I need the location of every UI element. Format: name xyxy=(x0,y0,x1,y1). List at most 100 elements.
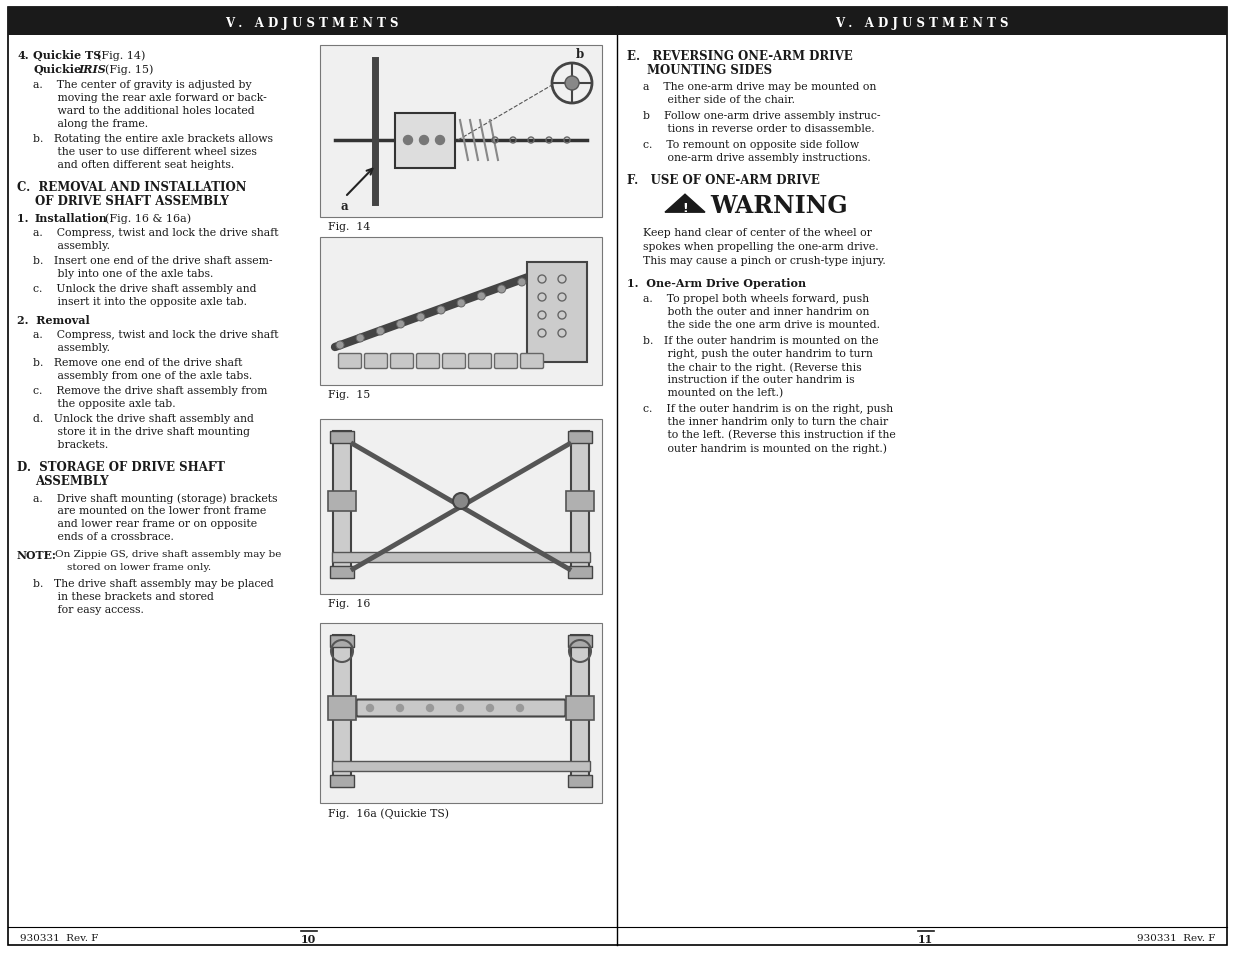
Text: assembly.: assembly. xyxy=(33,343,110,353)
Text: right, push the outer handrim to turn: right, push the outer handrim to turn xyxy=(643,349,873,358)
Text: assembly.: assembly. xyxy=(33,241,110,251)
Circle shape xyxy=(516,705,524,712)
Circle shape xyxy=(498,286,505,294)
Text: Keep hand clear of center of the wheel or: Keep hand clear of center of the wheel o… xyxy=(643,228,872,237)
Text: and lower rear frame or on opposite: and lower rear frame or on opposite xyxy=(33,518,257,529)
Text: D.  STORAGE OF DRIVE SHAFT: D. STORAGE OF DRIVE SHAFT xyxy=(17,460,225,474)
Text: C.  REMOVAL AND INSTALLATION: C. REMOVAL AND INSTALLATION xyxy=(17,181,247,193)
Circle shape xyxy=(367,705,373,712)
Bar xyxy=(330,566,354,578)
Text: in these brackets and stored: in these brackets and stored xyxy=(33,592,214,601)
Circle shape xyxy=(356,335,364,343)
Text: 930331  Rev. F: 930331 Rev. F xyxy=(20,933,99,942)
Text: b.   Rotating the entire axle brackets allows: b. Rotating the entire axle brackets all… xyxy=(33,133,273,144)
Bar xyxy=(618,8,1228,36)
Text: store it in the drive shaft mounting: store it in the drive shaft mounting xyxy=(33,427,249,436)
FancyBboxPatch shape xyxy=(442,355,466,369)
Text: b.   Insert one end of the drive shaft assem-: b. Insert one end of the drive shaft ass… xyxy=(33,255,273,266)
Circle shape xyxy=(457,299,466,308)
Bar xyxy=(329,492,356,512)
Circle shape xyxy=(564,77,579,91)
FancyBboxPatch shape xyxy=(494,355,517,369)
Text: b: b xyxy=(576,48,584,61)
Text: c.    Remove the drive shaft assembly from: c. Remove the drive shaft assembly from xyxy=(33,386,267,395)
Text: This may cause a pinch or crush-type injury.: This may cause a pinch or crush-type inj… xyxy=(643,255,885,266)
Bar xyxy=(329,697,356,720)
Bar xyxy=(568,636,592,647)
Text: a.    Compress, twist and lock the drive shaft: a. Compress, twist and lock the drive sh… xyxy=(33,228,279,237)
Bar xyxy=(330,432,354,443)
Text: are mounted on the lower front frame: are mounted on the lower front frame xyxy=(33,505,267,516)
Text: for easy access.: for easy access. xyxy=(33,604,143,615)
Text: !: ! xyxy=(682,202,688,215)
Bar xyxy=(320,46,601,218)
Text: MOUNTING SIDES: MOUNTING SIDES xyxy=(647,64,772,77)
Text: a.    To propel both wheels forward, push: a. To propel both wheels forward, push xyxy=(643,294,869,304)
Text: bly into one of the axle tabs.: bly into one of the axle tabs. xyxy=(33,269,214,278)
Text: Quickie TS: Quickie TS xyxy=(33,50,101,61)
Circle shape xyxy=(404,136,412,146)
Text: to the left. (Reverse this instruction if the: to the left. (Reverse this instruction i… xyxy=(643,430,895,440)
Text: Fig.  15: Fig. 15 xyxy=(329,390,370,399)
Bar xyxy=(571,636,589,787)
Text: the opposite axle tab.: the opposite axle tab. xyxy=(33,398,175,409)
Text: Installation: Installation xyxy=(35,213,107,224)
Text: b.   Remove one end of the drive shaft: b. Remove one end of the drive shaft xyxy=(33,357,242,368)
Text: along the frame.: along the frame. xyxy=(33,119,148,129)
Circle shape xyxy=(436,136,445,146)
Circle shape xyxy=(396,320,405,329)
Bar xyxy=(330,775,354,787)
Bar xyxy=(571,432,589,578)
Text: WARNING: WARNING xyxy=(710,193,847,218)
Text: one-arm drive assembly instructions.: one-arm drive assembly instructions. xyxy=(643,152,871,163)
Bar xyxy=(568,775,592,787)
Text: moving the rear axle forward or back-: moving the rear axle forward or back- xyxy=(33,92,267,103)
Polygon shape xyxy=(664,195,705,213)
Circle shape xyxy=(478,293,485,301)
Bar xyxy=(330,636,354,647)
Text: (Fig. 14): (Fig. 14) xyxy=(98,50,146,60)
Text: c.    Unlock the drive shaft assembly and: c. Unlock the drive shaft assembly and xyxy=(33,284,257,294)
Text: outer handrim is mounted on the right.): outer handrim is mounted on the right.) xyxy=(643,442,887,453)
Text: IRIS: IRIS xyxy=(78,64,106,75)
FancyBboxPatch shape xyxy=(416,355,440,369)
Text: ward to the additional holes located: ward to the additional holes located xyxy=(33,106,254,116)
Bar xyxy=(333,432,351,578)
Text: the chair to the right. (Reverse this: the chair to the right. (Reverse this xyxy=(643,361,862,373)
Circle shape xyxy=(426,705,433,712)
Bar xyxy=(332,553,590,562)
Text: Fig.  16: Fig. 16 xyxy=(329,598,370,608)
Circle shape xyxy=(420,136,429,146)
Bar xyxy=(527,263,587,363)
Circle shape xyxy=(396,705,404,712)
Text: stored on lower frame only.: stored on lower frame only. xyxy=(67,562,211,572)
Text: a.    The center of gravity is adjusted by: a. The center of gravity is adjusted by xyxy=(33,80,252,90)
FancyBboxPatch shape xyxy=(390,355,414,369)
FancyBboxPatch shape xyxy=(520,355,543,369)
Text: F.   USE OF ONE-ARM DRIVE: F. USE OF ONE-ARM DRIVE xyxy=(627,173,820,187)
Text: b.   If the outer handrim is mounted on the: b. If the outer handrim is mounted on th… xyxy=(643,335,878,346)
Text: assembly from one of the axle tabs.: assembly from one of the axle tabs. xyxy=(33,371,252,380)
Text: and often different seat heights.: and often different seat heights. xyxy=(33,160,235,170)
Text: Fig.  16a (Quickie TS): Fig. 16a (Quickie TS) xyxy=(329,807,450,818)
Text: c.    If the outer handrim is on the right, push: c. If the outer handrim is on the right,… xyxy=(643,403,893,414)
Text: the inner handrim only to turn the chair: the inner handrim only to turn the chair xyxy=(643,416,888,427)
Text: b    Follow one-arm drive assembly instruc-: b Follow one-arm drive assembly instruc- xyxy=(643,111,881,121)
Bar xyxy=(566,697,594,720)
Text: Quickie: Quickie xyxy=(33,64,82,75)
Text: V .   A D J U S T M E N T S: V . A D J U S T M E N T S xyxy=(225,17,399,30)
Text: 4.: 4. xyxy=(17,50,28,61)
Text: 10: 10 xyxy=(301,933,316,944)
Text: the side the one arm drive is mounted.: the side the one arm drive is mounted. xyxy=(643,319,881,330)
Circle shape xyxy=(457,705,463,712)
Text: 930331  Rev. F: 930331 Rev. F xyxy=(1136,933,1215,942)
Text: NOTE:: NOTE: xyxy=(17,550,57,560)
Text: OF DRIVE SHAFT ASSEMBLY: OF DRIVE SHAFT ASSEMBLY xyxy=(35,194,228,208)
Text: brackets.: brackets. xyxy=(33,439,109,450)
Circle shape xyxy=(377,328,384,335)
Text: insert it into the opposite axle tab.: insert it into the opposite axle tab. xyxy=(33,296,247,307)
Text: On Zippie GS, drive shaft assembly may be: On Zippie GS, drive shaft assembly may b… xyxy=(56,550,282,558)
Bar xyxy=(395,113,454,169)
Text: V .   A D J U S T M E N T S: V . A D J U S T M E N T S xyxy=(835,17,1009,30)
Text: mounted on the left.): mounted on the left.) xyxy=(643,388,783,398)
